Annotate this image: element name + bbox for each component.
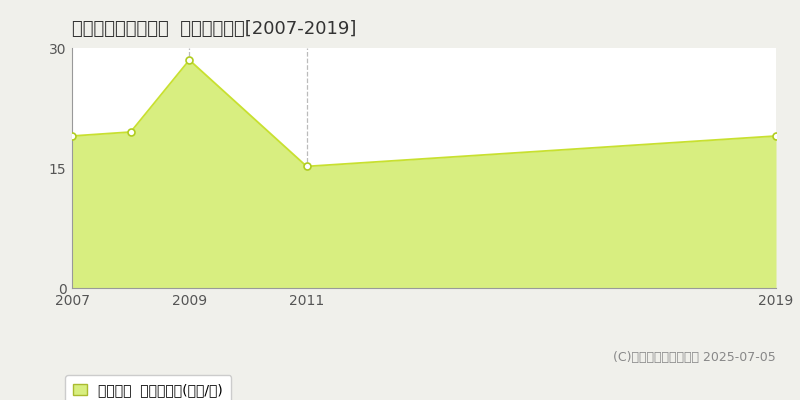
Legend: 土地価格  平均坪単価(万円/坪): 土地価格 平均坪単価(万円/坪) (65, 375, 231, 400)
Point (770, 133, 782, 139)
Point (124, 129, 137, 135)
Point (66, 133, 78, 139)
Text: 下関市長府宮の内町  土地価格推移[2007-2019]: 下関市長府宮の内町 土地価格推移[2007-2019] (72, 20, 356, 38)
Point (183, 57, 196, 63)
Text: (C)土地価格ドットコム 2025-07-05: (C)土地価格ドットコム 2025-07-05 (614, 351, 776, 364)
Point (300, 163, 313, 170)
